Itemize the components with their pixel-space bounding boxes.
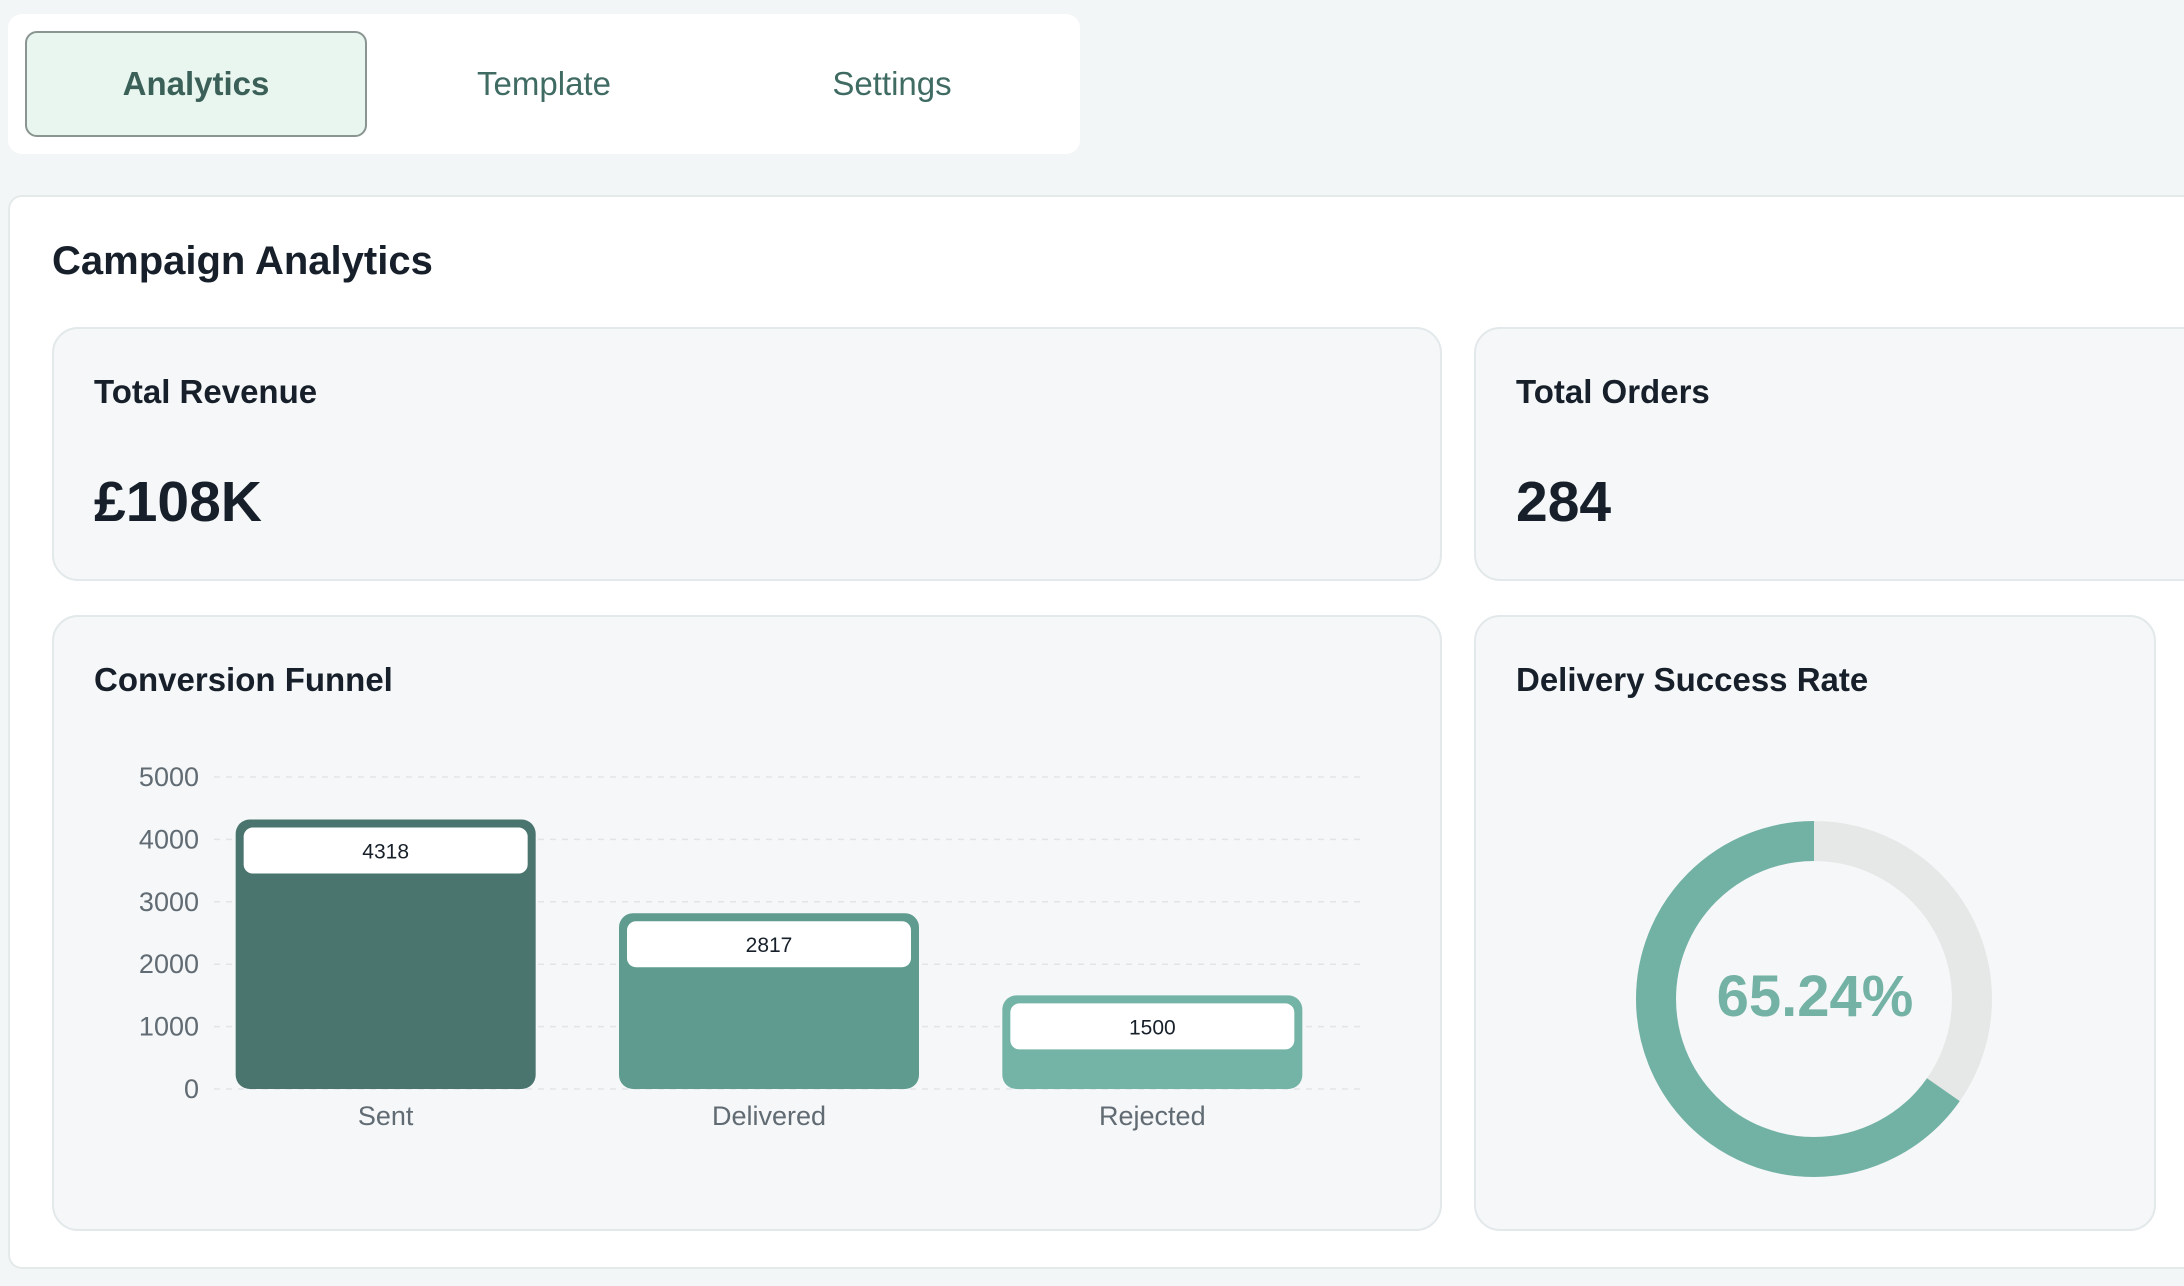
y-tick-label: 5000 xyxy=(139,762,199,792)
x-tick-label: Rejected xyxy=(1099,1101,1206,1131)
tab-template[interactable]: Template xyxy=(477,65,611,102)
y-tick-label: 4000 xyxy=(139,824,199,854)
y-tick-label: 0 xyxy=(184,1074,199,1104)
bar-sent[interactable] xyxy=(235,819,536,1089)
revenue-value: £108K xyxy=(94,470,262,534)
tab-settings[interactable]: Settings xyxy=(832,65,952,102)
funnel-title: Conversion Funnel xyxy=(94,661,393,698)
analytics-panel: Campaign Analytics Total Revenue £108K T… xyxy=(8,195,2184,1269)
revenue-title: Total Revenue xyxy=(94,373,318,410)
delivery-rate-value: 65.24% xyxy=(1716,964,1914,1029)
donut-fill-arc xyxy=(1636,821,1992,1177)
x-tick-label: Delivered xyxy=(712,1101,826,1131)
bar-data-label: 1500 xyxy=(1129,1016,1176,1039)
x-tick-label: Sent xyxy=(358,1101,414,1131)
revenue-card: Total Revenue £108K xyxy=(52,327,1442,581)
orders-card: Total Orders 284 xyxy=(1474,327,2184,581)
funnel-chart: 0 1000 2000 3000 4000 5000 4318 Sent 2817 Deliver… xyxy=(139,762,1364,1131)
orders-title: Total Orders xyxy=(1516,373,1710,410)
bar-value-pill xyxy=(243,827,528,874)
bar-data-label: 2817 xyxy=(746,934,793,957)
tab-analytics[interactable]: Analytics xyxy=(25,31,367,137)
bar-data-label: 4318 xyxy=(362,841,409,864)
page-title: Campaign Analytics xyxy=(52,239,433,283)
y-tick-label: 1000 xyxy=(139,1012,199,1042)
bar-value-pill xyxy=(1010,1003,1295,1050)
funnel-card: Conversion Funnel 0 1000 2000 3000 4000 5000 4… xyxy=(52,615,1442,1231)
delivery-card: Delivery Success Rate 65.24% xyxy=(1474,615,2156,1231)
delivery-title: Delivery Success Rate xyxy=(1516,661,1869,698)
tab-bar: Analytics Template Settings xyxy=(8,14,1080,154)
bar-value-pill xyxy=(627,921,911,968)
y-tick-label: 2000 xyxy=(139,949,199,979)
y-tick-label: 3000 xyxy=(139,887,199,917)
orders-value: 284 xyxy=(1516,470,1612,534)
delivery-donut xyxy=(1636,821,1992,1177)
